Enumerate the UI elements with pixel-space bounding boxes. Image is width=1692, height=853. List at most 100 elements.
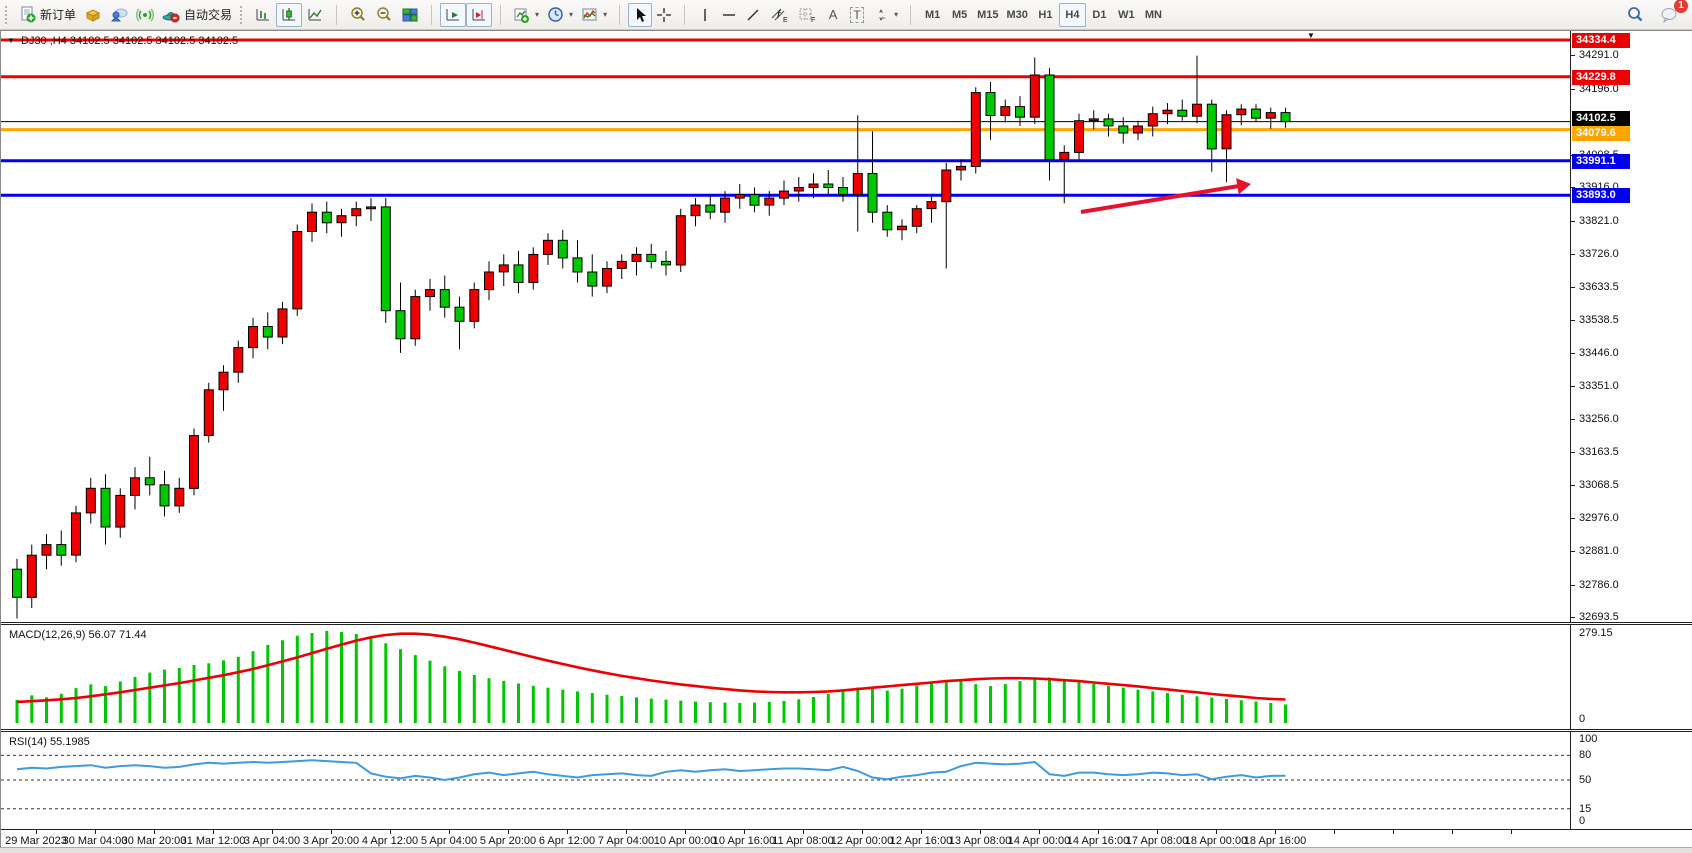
new-order-button[interactable]: 新订单 [15,3,80,27]
zoom-group [342,1,426,29]
status-strip [0,847,1692,853]
toolbar-separator [684,4,686,25]
y-tick-mark [1571,617,1575,618]
timeframe-button-m5[interactable]: M5 [951,8,968,21]
macd-label: MACD(12,26,9) 56.07 71.44 [9,629,147,641]
x-tick-mark [626,830,627,834]
tile-windows-button[interactable] [397,3,423,27]
caret-icon: ▾ [535,10,540,19]
macd-pane[interactable]: MACD(12,26,9) 56.07 71.44 [1,625,1570,729]
rsi-level-label: 100 [1579,733,1598,745]
toolbar-grip [240,5,243,24]
chart-shift-button[interactable] [466,2,493,27]
zoom-in-button[interactable] [345,3,371,27]
trade-group: 新订单 自动交易 [12,1,239,29]
timeframe-button-mn[interactable]: MN [1144,8,1162,21]
toolbar-grip [5,5,8,24]
zoom-out-icon [377,7,391,21]
pane-divider[interactable] [1,729,1692,732]
market-depth-button[interactable] [80,3,106,27]
candlestick-chart[interactable] [1,31,1570,622]
x-tick-mark [449,830,450,834]
auto-scroll-button[interactable] [440,2,467,27]
toolbar-separator [431,4,433,25]
indicators-dropdown[interactable]: ▾ [577,3,611,27]
y-tick-label: 33726.0 [1579,248,1619,260]
crosshair-button[interactable] [652,3,676,27]
grid-objects-button[interactable]: F [793,3,821,27]
x-tick-mark [1157,830,1158,834]
price-axis[interactable]: 34291.034196.034008.533916.033821.033726… [1570,31,1692,623]
text-icon: A [828,7,838,22]
shapes-dropdown[interactable]: ▾ [869,3,902,27]
chart-shift-marker-icon: ▼ [1307,31,1315,40]
rsi-level-label: 0 [1579,815,1586,827]
x-tick-mark [862,830,863,834]
shapes-icon [879,8,887,21]
x-tick-mark [95,830,96,834]
x-tick-label: 3 Apr 04:00 [243,835,301,847]
chart-line-icon [308,8,322,20]
y-tick-mark [1571,287,1575,288]
pane-divider[interactable] [1,622,1692,625]
timeframe-button-d1[interactable]: D1 [1092,8,1107,21]
notifications-button[interactable]: 1 [1656,0,1688,27]
vertical-line-button[interactable] [693,3,717,27]
mql5-community-button[interactable] [106,3,132,27]
text-label-button[interactable]: T [845,3,869,27]
new-chart-icon [514,8,530,23]
chart-bars-button[interactable] [250,3,276,27]
price-pane[interactable]: ▼ DJ30 ,H4 34102.5 34102.5 34102.5 34102… [1,31,1570,622]
horizontal-line-button[interactable] [717,3,741,27]
text-button[interactable]: A [821,3,845,27]
timeframe-button-m30[interactable]: M30 [1006,8,1028,21]
chart-shift-icon [472,8,486,20]
y-tick-mark [1571,353,1575,354]
x-tick-mark [1452,830,1453,834]
cursor-button[interactable] [628,2,653,27]
signals-button[interactable] [132,3,158,27]
grid-objects-icon: F [799,8,815,23]
y-tick-label: 33256.0 [1579,413,1619,425]
y-tick-mark [1571,551,1575,552]
rsi-label: RSI(14) 55.1985 [9,736,90,748]
price-level-badge: 34334.4 [1572,33,1630,48]
timeframe-button-h1[interactable]: H1 [1038,8,1053,21]
timeframe-button-m1[interactable]: M1 [924,8,941,21]
chart-title: DJ30 ,H4 34102.5 34102.5 34102.5 34102.5 [21,35,239,47]
price-level-badge: 34229.8 [1572,70,1630,85]
zoom-out-button[interactable] [371,3,397,27]
cursor-group [625,1,679,29]
x-tick-label: 13 Apr 08:00 [948,835,1012,847]
x-tick-label: 12 Apr 00:00 [830,835,894,847]
macd-axis: 279.15 0 [1570,625,1692,729]
timeframe-button-h4[interactable]: H4 [1058,2,1086,27]
trendline-button[interactable] [741,3,765,27]
time-axis[interactable]: 29 Mar 2023 30 Mar 04:00 30 Mar 20:00 31 Ma… [1,829,1692,848]
new-chart-dropdown[interactable]: ▾ [509,3,543,27]
price-level-badge: 33991.1 [1572,154,1630,169]
x-tick-label: 18 Apr 16:00 [1243,835,1307,847]
x-tick-mark [272,830,273,834]
toolbar-separator [336,4,338,25]
timeframe-button-m15[interactable]: M15 [977,8,999,21]
search-button[interactable] [1622,3,1648,27]
svg-text:F: F [811,17,815,23]
auto-trading-button[interactable]: 自动交易 [158,3,236,27]
y-tick-label: 32881.0 [1579,545,1619,557]
y-tick-mark [1571,254,1575,255]
chart-candles-button[interactable] [276,2,303,27]
x-tick-mark [1216,830,1217,834]
x-tick-label: 6 Apr 12:00 [538,835,596,847]
chart-line-button[interactable] [302,3,328,27]
timeframe-button-w1[interactable]: W1 [1118,8,1135,21]
x-tick-mark [213,830,214,834]
macd-zero-label: 0 [1579,713,1586,725]
periods-dropdown[interactable]: ▾ [543,3,577,27]
x-tick-mark [1275,830,1276,834]
x-tick-mark [1511,830,1512,834]
rsi-pane[interactable]: RSI(14) 55.1985 [1,732,1570,829]
y-tick-label: 33538.5 [1579,314,1619,326]
